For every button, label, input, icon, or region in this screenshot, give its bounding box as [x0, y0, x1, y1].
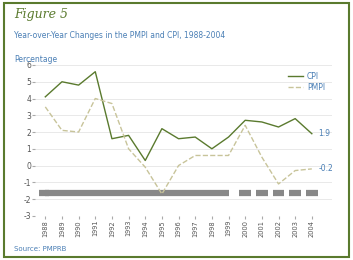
Text: 1.9: 1.9	[318, 129, 330, 138]
Text: Figure 5: Figure 5	[14, 8, 68, 21]
Legend: CPI, PMPI: CPI, PMPI	[285, 69, 328, 95]
Text: -0.2: -0.2	[318, 164, 333, 173]
Text: Year-over-Year Changes in the PMPI and CPI, 1988-2004: Year-over-Year Changes in the PMPI and C…	[14, 31, 225, 40]
Text: Source: PMPRB: Source: PMPRB	[14, 246, 66, 252]
Text: Percentage: Percentage	[14, 55, 57, 64]
